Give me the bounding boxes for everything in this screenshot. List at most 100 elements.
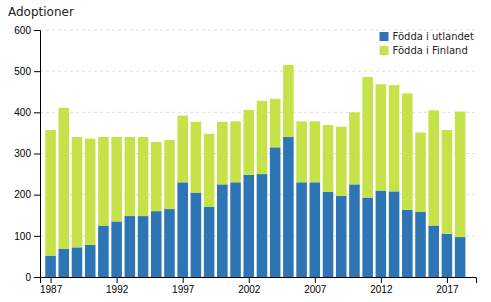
bar bbox=[164, 140, 175, 209]
legend-item: Födda i utlandet bbox=[380, 31, 474, 42]
grid bbox=[40, 30, 476, 277]
bar bbox=[283, 137, 294, 277]
tick: 500 bbox=[14, 66, 40, 77]
tick: 2002 bbox=[238, 277, 261, 295]
tick: 1997 bbox=[172, 277, 195, 295]
bar bbox=[85, 245, 96, 277]
bar bbox=[376, 84, 387, 190]
bar bbox=[402, 210, 413, 277]
tick-mark bbox=[34, 195, 40, 196]
bar bbox=[310, 121, 321, 182]
tick-label: 1987 bbox=[40, 284, 63, 295]
tick-label: 1992 bbox=[106, 284, 129, 295]
bar bbox=[376, 191, 387, 277]
tick-label: 600 bbox=[14, 25, 31, 36]
legend-label: Födda i Finland bbox=[393, 45, 468, 56]
bar bbox=[243, 110, 254, 175]
bar bbox=[270, 99, 281, 148]
bar bbox=[336, 196, 347, 277]
bar bbox=[204, 207, 215, 277]
tick-mark bbox=[34, 154, 40, 155]
tick-mark bbox=[34, 236, 40, 237]
bar bbox=[191, 193, 202, 277]
tick-mark bbox=[51, 277, 52, 283]
tick-mark bbox=[117, 277, 118, 283]
bar bbox=[349, 184, 360, 277]
legend-item: Födda i Finland bbox=[380, 45, 468, 56]
tick: 2007 bbox=[304, 277, 327, 295]
bar bbox=[191, 122, 202, 193]
tick-mark bbox=[34, 277, 40, 278]
axis-line bbox=[34, 31, 41, 278]
bar bbox=[442, 130, 453, 234]
tick: 0 bbox=[25, 272, 40, 283]
legend-label: Födda i utlandet bbox=[393, 31, 474, 42]
x-axis: 1987 1992 1997 2002 2007 2012 2017 bbox=[40, 277, 477, 295]
bar bbox=[58, 249, 69, 277]
bar bbox=[45, 130, 56, 256]
bar bbox=[415, 133, 426, 212]
tick-label: 500 bbox=[14, 66, 31, 77]
y-axis: 0 100 200 300 400 500 600 bbox=[14, 25, 40, 283]
plot: 1987 1992 1997 2002 2007 2012 2017 0 100 200 300 40… bbox=[14, 25, 476, 295]
tick-label: 2012 bbox=[370, 284, 393, 295]
bars bbox=[45, 65, 465, 277]
tick: 1992 bbox=[106, 277, 129, 295]
bar bbox=[270, 147, 281, 277]
bar bbox=[151, 142, 162, 211]
tick-label: 400 bbox=[14, 107, 31, 118]
tick-mark bbox=[34, 112, 40, 113]
axis-line bbox=[41, 278, 477, 284]
bar bbox=[151, 211, 162, 277]
bar bbox=[442, 234, 453, 277]
bar bbox=[58, 108, 69, 249]
bar bbox=[217, 184, 228, 277]
bar bbox=[323, 192, 334, 277]
tick-mark bbox=[34, 71, 40, 72]
tick-label: 300 bbox=[14, 148, 31, 159]
bar bbox=[243, 175, 254, 277]
bar bbox=[125, 137, 136, 216]
bar bbox=[72, 137, 83, 247]
tick-label: 0 bbox=[25, 272, 31, 283]
tick: 600 bbox=[14, 25, 40, 36]
bar bbox=[230, 121, 241, 182]
tick-mark bbox=[381, 277, 382, 283]
bar bbox=[111, 137, 122, 221]
tick: 400 bbox=[14, 107, 40, 118]
bar bbox=[362, 198, 373, 277]
bar bbox=[349, 112, 360, 184]
bar bbox=[402, 93, 413, 210]
bar bbox=[164, 209, 175, 277]
tick: 100 bbox=[14, 231, 40, 242]
bar bbox=[138, 216, 149, 277]
tick: 2012 bbox=[370, 277, 393, 295]
bar bbox=[177, 182, 188, 277]
tick-mark bbox=[34, 30, 40, 31]
title: Adoptioner bbox=[8, 5, 74, 19]
tick-mark bbox=[447, 277, 448, 283]
bar bbox=[296, 121, 307, 182]
tick: 200 bbox=[14, 189, 40, 200]
bar-series bbox=[45, 65, 465, 256]
tick-label: 100 bbox=[14, 231, 31, 242]
bar bbox=[125, 216, 136, 277]
bar bbox=[415, 212, 426, 277]
bar bbox=[98, 226, 109, 277]
bar bbox=[45, 256, 56, 277]
bar bbox=[296, 182, 307, 277]
grid-line bbox=[40, 71, 476, 72]
tick-mark bbox=[249, 277, 250, 283]
tick-label: 2017 bbox=[436, 284, 459, 295]
bar bbox=[389, 85, 400, 191]
bar bbox=[257, 174, 268, 277]
bar bbox=[72, 247, 83, 277]
bar bbox=[428, 226, 439, 277]
bar bbox=[111, 221, 122, 277]
tick: 1987 bbox=[40, 277, 63, 295]
bar bbox=[428, 110, 439, 225]
bar bbox=[85, 139, 96, 245]
bar bbox=[336, 127, 347, 196]
bar bbox=[204, 134, 215, 207]
bar bbox=[362, 77, 373, 198]
